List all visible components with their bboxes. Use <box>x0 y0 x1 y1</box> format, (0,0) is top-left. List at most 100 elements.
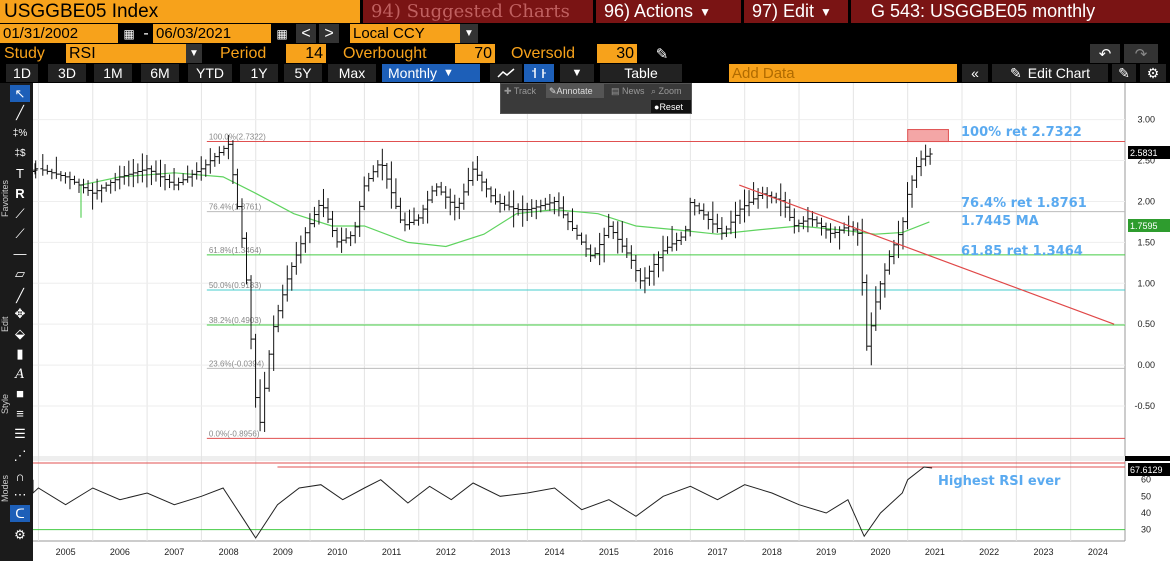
redo-icon[interactable]: ↷ <box>1124 44 1158 63</box>
calendar-icon[interactable]: ▦ <box>276 26 288 41</box>
chevron-down-icon: ▼ <box>443 67 454 79</box>
last-price-box <box>1128 146 1170 159</box>
edit-chart-button[interactable]: ✎ Edit Chart <box>992 64 1108 82</box>
move-icon[interactable]: ✥ <box>14 305 26 321</box>
study-select[interactable]: RSI <box>66 44 186 63</box>
magnet-icon[interactable]: ∩ <box>15 469 25 484</box>
range-3d[interactable]: 3D <box>48 64 86 82</box>
fib-level-label: 0.0%(-0.8956) <box>209 429 260 438</box>
range-1y[interactable]: 1Y <box>240 64 278 82</box>
period-input[interactable]: 14 <box>286 44 326 63</box>
collapse-icon[interactable]: « <box>962 64 988 82</box>
fib-level-label: 50.0%(0.9183) <box>209 281 262 290</box>
annotate-button[interactable]: ✎ Annotate <box>546 84 604 98</box>
snap-icon[interactable]: ⋯ <box>13 486 27 502</box>
gear-icon[interactable]: ⚙ <box>1140 64 1166 82</box>
channel-tool-icon[interactable]: ▱ <box>15 265 25 281</box>
horizontal-line-icon[interactable]: — <box>13 246 27 261</box>
frequency-select[interactable]: Monthly ▼ <box>382 64 480 82</box>
bar-chart-icon[interactable] <box>524 64 554 82</box>
drawing-toolbar: Favorites Edit Style Modes ↖ ╱ ‡% ‡$ T R… <box>0 83 33 561</box>
x-tick-label: 2018 <box>762 547 782 557</box>
previous-period-button[interactable]: < <box>296 24 316 43</box>
y-tick-label: 0.00 <box>1137 360 1155 370</box>
suggested-charts-button[interactable]: 94) Suggested Charts <box>363 0 593 23</box>
edit-menu[interactable]: 97) Edit ▼ <box>744 0 848 23</box>
dash-style-icon[interactable]: ⋰ <box>13 447 27 463</box>
news-button[interactable]: ▤ News <box>611 86 645 97</box>
range-1d[interactable]: 1D <box>6 64 38 82</box>
end-date-input[interactable]: 06/03/2021 <box>153 24 271 43</box>
annotation-61: 61.85 ret 1.3464 <box>961 244 1083 259</box>
reset-icon: ● <box>654 101 660 112</box>
font-icon[interactable]: A <box>15 367 25 382</box>
y-tick-label: 0.50 <box>1137 319 1155 329</box>
fib-level-label: 23.6%(-0.0394) <box>209 359 264 368</box>
calendar-icon[interactable]: ▦ <box>123 26 135 41</box>
dollar-tool-icon[interactable]: ‡$ <box>14 148 26 159</box>
fill-icon[interactable]: ⬙ <box>15 325 25 341</box>
retracement-tool-icon[interactable]: R <box>15 186 25 201</box>
modes-section-label: Modes <box>0 474 10 502</box>
ticker-title[interactable]: USGGBE05 Index <box>0 0 360 23</box>
chevron-down-icon: ▼ <box>699 4 711 19</box>
currency-select[interactable]: Local CCY <box>350 24 460 43</box>
range-ytd[interactable]: YTD <box>188 64 232 82</box>
range-5y[interactable]: 5Y <box>284 64 322 82</box>
fib-levels: 100.0%(2.7322) 76.4%(1.8761) 61.8%(1.3464)… <box>206 133 1125 439</box>
line-width-icon[interactable]: ≡ <box>16 406 24 421</box>
color-icon[interactable]: ■ <box>16 386 24 401</box>
x-tick-label: 2019 <box>816 547 836 557</box>
price-bars <box>33 135 933 432</box>
period-label: Period <box>220 44 267 62</box>
x-tick-label: 2007 <box>164 547 184 557</box>
chevron-down-icon[interactable]: ▼ <box>186 44 202 63</box>
track-button[interactable]: ✚ Track <box>504 86 536 97</box>
start-date-input[interactable]: 01/31/2002 <box>0 24 118 43</box>
line-style-icon[interactable]: ☰ <box>14 425 26 441</box>
zoom-button[interactable]: ⌕ Zoom <box>651 86 682 97</box>
percent-tool-icon[interactable]: ‡% <box>12 128 28 139</box>
x-ticks: 2005 2006 2007 2008 2009 2010 2011 2012 2013 2014… <box>56 547 1108 557</box>
add-data-input[interactable]: Add Data <box>729 64 957 82</box>
range-max[interactable]: Max <box>328 64 376 82</box>
last-price-label: 2.5831 <box>1130 148 1158 158</box>
ray-tool-icon[interactable]: ⟋ <box>15 225 25 241</box>
brush-icon[interactable]: ╱ <box>16 287 24 303</box>
range-1m[interactable]: 1M <box>94 64 132 82</box>
range-6m[interactable]: 6M <box>141 64 179 82</box>
time-axis <box>33 541 1170 561</box>
date-separator: - <box>143 24 149 42</box>
fib-level-label: 100.0%(2.7322) <box>209 133 266 142</box>
link-icon[interactable]: ᑕ <box>10 505 30 522</box>
zoom-label: Zoom <box>658 86 682 96</box>
rsi-tick-label: 30 <box>1141 525 1151 535</box>
edit-icon[interactable]: ✎ <box>1112 64 1136 82</box>
pencil-icon[interactable]: ✎ <box>655 45 669 63</box>
next-period-button[interactable]: > <box>319 24 339 43</box>
price-axis <box>1125 83 1170 456</box>
actions-menu[interactable]: 96) Actions ▼ <box>596 0 741 23</box>
oversold-input[interactable]: 30 <box>597 44 637 63</box>
annotate-label: Annotate <box>556 86 593 96</box>
price-chart[interactable]: 100.0%(2.7322) 76.4%(1.8761) 61.8%(1.3464)… <box>33 83 1170 561</box>
x-tick-label: 2021 <box>925 547 945 557</box>
trend-line-icon[interactable]: ⟋ <box>15 205 25 221</box>
table-button[interactable]: Table <box>600 64 682 82</box>
chevron-down-icon[interactable]: ▼ <box>560 64 594 82</box>
rsi-value-label: 67.6129 <box>1130 465 1163 475</box>
fib-level-label: 76.4%(1.8761) <box>209 203 262 212</box>
text-tool-icon[interactable]: T <box>16 166 24 181</box>
overbought-input[interactable]: 70 <box>455 44 495 63</box>
rsi-tick-label: 40 <box>1141 508 1151 518</box>
cursor-icon[interactable]: ↖ <box>10 85 30 102</box>
undo-icon[interactable]: ↶ <box>1090 44 1120 63</box>
reset-button[interactable]: ● Reset <box>651 100 691 113</box>
x-tick-label: 2020 <box>871 547 891 557</box>
chevron-down-icon[interactable]: ▼ <box>460 24 478 43</box>
settings-icon[interactable]: ⚙ <box>14 526 26 542</box>
line-tool-icon[interactable]: ╱ <box>16 104 24 120</box>
rsi-value-box <box>1128 463 1170 476</box>
line-chart-icon[interactable] <box>490 64 522 82</box>
delete-icon[interactable]: ▮ <box>16 345 24 361</box>
